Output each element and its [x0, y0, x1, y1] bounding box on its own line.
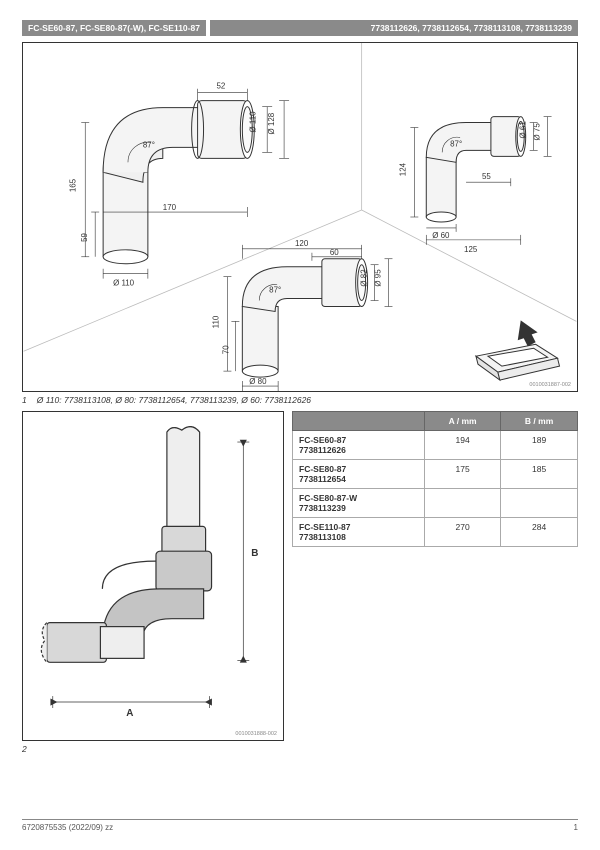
footer-left: 6720875535 (2022/09) zz: [22, 823, 113, 832]
header-right: 7738112626, 7738112654, 7738113108, 7738…: [210, 20, 578, 36]
table-row: FC-SE80-877738112654175185: [293, 460, 578, 489]
header-bar: FC-SE60-87, FC-SE80-87(-W), FC-SE110-87 …: [22, 20, 578, 36]
svg-text:87°: 87°: [143, 140, 155, 149]
fig2-ref: 0010031888-002: [235, 731, 277, 737]
fig2-caption: 2: [22, 744, 284, 754]
footer: 6720875535 (2022/09) zz 1: [22, 819, 578, 832]
svg-text:Ø 128: Ø 128: [267, 112, 276, 134]
svg-text:60: 60: [330, 248, 339, 257]
svg-text:170: 170: [163, 203, 177, 212]
dimensions-table: A / mm B / mm FC-SE60-877738112626194189…: [292, 411, 578, 760]
svg-text:Ø 75: Ø 75: [533, 123, 542, 141]
svg-text:59: 59: [80, 232, 89, 241]
svg-text:124: 124: [398, 162, 407, 176]
svg-text:Ø 82: Ø 82: [360, 269, 369, 287]
svg-text:55: 55: [482, 172, 491, 181]
th-a: A / mm: [425, 412, 501, 431]
svg-text:110: 110: [211, 315, 220, 328]
table-row: FC-SE60-877738112626194189: [293, 431, 578, 460]
figure-1: 52 Ø 110 Ø 128 165 59 170 Ø 110 87°: [22, 42, 578, 392]
th-b: B / mm: [501, 412, 578, 431]
svg-text:125: 125: [464, 245, 478, 254]
svg-text:Ø 80: Ø 80: [249, 377, 267, 386]
svg-text:120: 120: [295, 239, 309, 248]
svg-text:A: A: [126, 708, 133, 719]
th-model: [293, 412, 425, 431]
svg-text:Ø 61: Ø 61: [519, 121, 528, 139]
svg-text:52: 52: [216, 82, 225, 91]
table-row: FC-SE110-877738113108270284: [293, 518, 578, 547]
svg-text:87°: 87°: [450, 139, 462, 148]
svg-text:Ø 95: Ø 95: [374, 269, 383, 287]
fig2-num: 2: [22, 744, 27, 754]
svg-text:87°: 87°: [269, 286, 281, 295]
fig1-num: 1: [22, 395, 27, 405]
table-row: FC-SE80-87-W7738113239: [293, 489, 578, 518]
footer-page: 1: [574, 823, 578, 832]
fig1-text: Ø 110: 7738113108, Ø 80: 7738112654, 773…: [37, 395, 311, 405]
figure-2: B A 0010031888-002: [22, 411, 284, 741]
fig1-ref: 0010031887-002: [529, 382, 571, 388]
svg-text:165: 165: [68, 178, 77, 192]
svg-text:Ø 60: Ø 60: [432, 231, 450, 240]
svg-text:Ø 110: Ø 110: [113, 279, 135, 288]
svg-text:70: 70: [221, 345, 230, 354]
svg-text:Ø 110: Ø 110: [248, 111, 257, 133]
header-left: FC-SE60-87, FC-SE80-87(-W), FC-SE110-87: [22, 20, 206, 36]
fig1-caption: 1 Ø 110: 7738113108, Ø 80: 7738112654, 7…: [22, 395, 578, 405]
svg-text:B: B: [251, 548, 258, 559]
